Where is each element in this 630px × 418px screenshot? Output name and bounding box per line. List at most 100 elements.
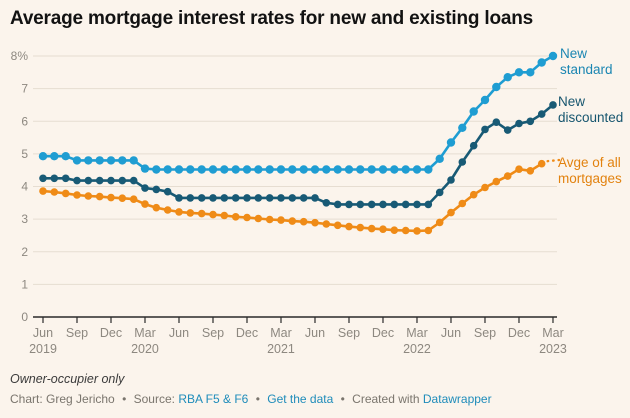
data-point-average[interactable] [39,187,47,195]
data-point-standard[interactable] [84,156,93,165]
data-point-average[interactable] [458,199,467,208]
data-point-discounted[interactable] [243,194,251,202]
data-point-discounted[interactable] [129,176,138,185]
data-point-standard[interactable] [163,165,172,174]
data-point-discounted[interactable] [424,200,433,209]
data-point-discounted[interactable] [254,194,263,202]
data-point-discounted[interactable] [61,174,70,183]
data-point-standard[interactable] [186,165,195,174]
data-point-standard[interactable] [106,156,116,165]
data-point-standard[interactable] [390,165,399,174]
data-point-discounted[interactable] [95,176,104,185]
data-point-discounted[interactable] [537,110,546,118]
data-point-standard[interactable] [446,138,456,147]
data-point-average[interactable] [73,191,81,199]
data-point-average[interactable] [526,167,535,175]
data-point-standard[interactable] [152,165,161,174]
data-point-standard[interactable] [435,154,444,163]
data-point-standard[interactable] [299,165,308,174]
data-point-discounted[interactable] [435,188,444,197]
data-point-average[interactable] [356,223,365,232]
data-point-discounted[interactable] [197,194,206,202]
data-point-average[interactable] [107,193,115,202]
data-point-discounted[interactable] [526,117,535,126]
data-point-standard[interactable] [310,165,320,174]
data-point-average[interactable] [265,215,274,224]
data-point-standard[interactable] [197,165,206,174]
data-point-standard[interactable] [548,51,558,61]
data-point-discounted[interactable] [299,194,308,202]
data-point-discounted[interactable] [231,194,240,202]
data-point-discounted[interactable] [186,194,195,202]
data-point-average[interactable] [95,192,104,201]
data-point-discounted[interactable] [311,194,319,202]
data-point-standard[interactable] [50,152,59,161]
data-point-standard[interactable] [118,156,127,165]
data-point-standard[interactable] [322,165,331,174]
data-point-average[interactable] [401,226,410,235]
data-point-average[interactable] [299,217,308,226]
data-point-discounted[interactable] [152,185,161,194]
data-point-average[interactable] [152,203,161,212]
data-point-standard[interactable] [38,152,48,161]
data-point-discounted[interactable] [390,200,399,209]
data-point-discounted[interactable] [175,194,183,202]
data-point-average[interactable] [481,183,489,192]
data-point-average[interactable] [413,227,421,235]
data-point-average[interactable] [163,206,172,214]
data-point-average[interactable] [209,210,217,219]
data-point-discounted[interactable] [503,126,512,134]
data-point-standard[interactable] [220,165,229,174]
data-point-discounted[interactable] [39,174,47,183]
data-point-discounted[interactable] [220,194,229,202]
data-point-standard[interactable] [174,165,184,174]
data-point-discounted[interactable] [163,187,172,196]
data-point-average[interactable] [435,218,444,227]
data-point-standard[interactable] [129,156,138,165]
data-point-standard[interactable] [208,165,218,174]
data-point-average[interactable] [322,220,331,228]
data-point-average[interactable] [141,200,149,208]
get-data-link[interactable]: Get the data [267,392,334,406]
data-point-discounted[interactable] [481,125,489,134]
data-point-discounted[interactable] [265,194,274,202]
data-point-average[interactable] [503,172,512,180]
data-point-average[interactable] [129,195,138,203]
data-point-standard[interactable] [480,95,490,105]
data-point-discounted[interactable] [333,200,342,209]
data-point-average[interactable] [254,214,263,223]
data-point-discounted[interactable] [345,200,353,209]
data-point-average[interactable] [50,188,59,196]
data-point-average[interactable] [379,225,387,233]
data-point-average[interactable] [345,222,353,231]
data-point-average[interactable] [61,189,70,198]
data-point-standard[interactable] [333,165,342,174]
data-point-average[interactable] [447,208,455,217]
data-point-average[interactable] [492,177,501,186]
data-point-average[interactable] [311,218,319,227]
data-point-discounted[interactable] [322,199,331,207]
data-point-standard[interactable] [401,165,410,174]
data-point-average[interactable] [333,221,342,230]
data-point-average[interactable] [424,226,433,235]
data-point-discounted[interactable] [549,101,557,109]
data-point-discounted[interactable] [84,176,93,185]
data-point-discounted[interactable] [469,141,478,150]
data-point-discounted[interactable] [209,194,217,202]
data-point-standard[interactable] [412,165,422,174]
data-point-standard[interactable] [537,58,546,67]
data-point-average[interactable] [118,194,127,202]
data-point-standard[interactable] [276,165,286,174]
data-point-average[interactable] [197,209,206,218]
data-point-average[interactable] [175,208,183,216]
data-point-standard[interactable] [503,73,512,82]
data-point-standard[interactable] [526,68,535,77]
data-point-discounted[interactable] [277,194,285,202]
data-point-standard[interactable] [254,165,263,174]
data-point-average[interactable] [220,211,229,220]
data-point-average[interactable] [537,159,546,168]
data-point-standard[interactable] [95,156,104,165]
data-point-discounted[interactable] [73,176,81,185]
data-point-average[interactable] [469,190,478,199]
data-point-standard[interactable] [378,165,388,174]
